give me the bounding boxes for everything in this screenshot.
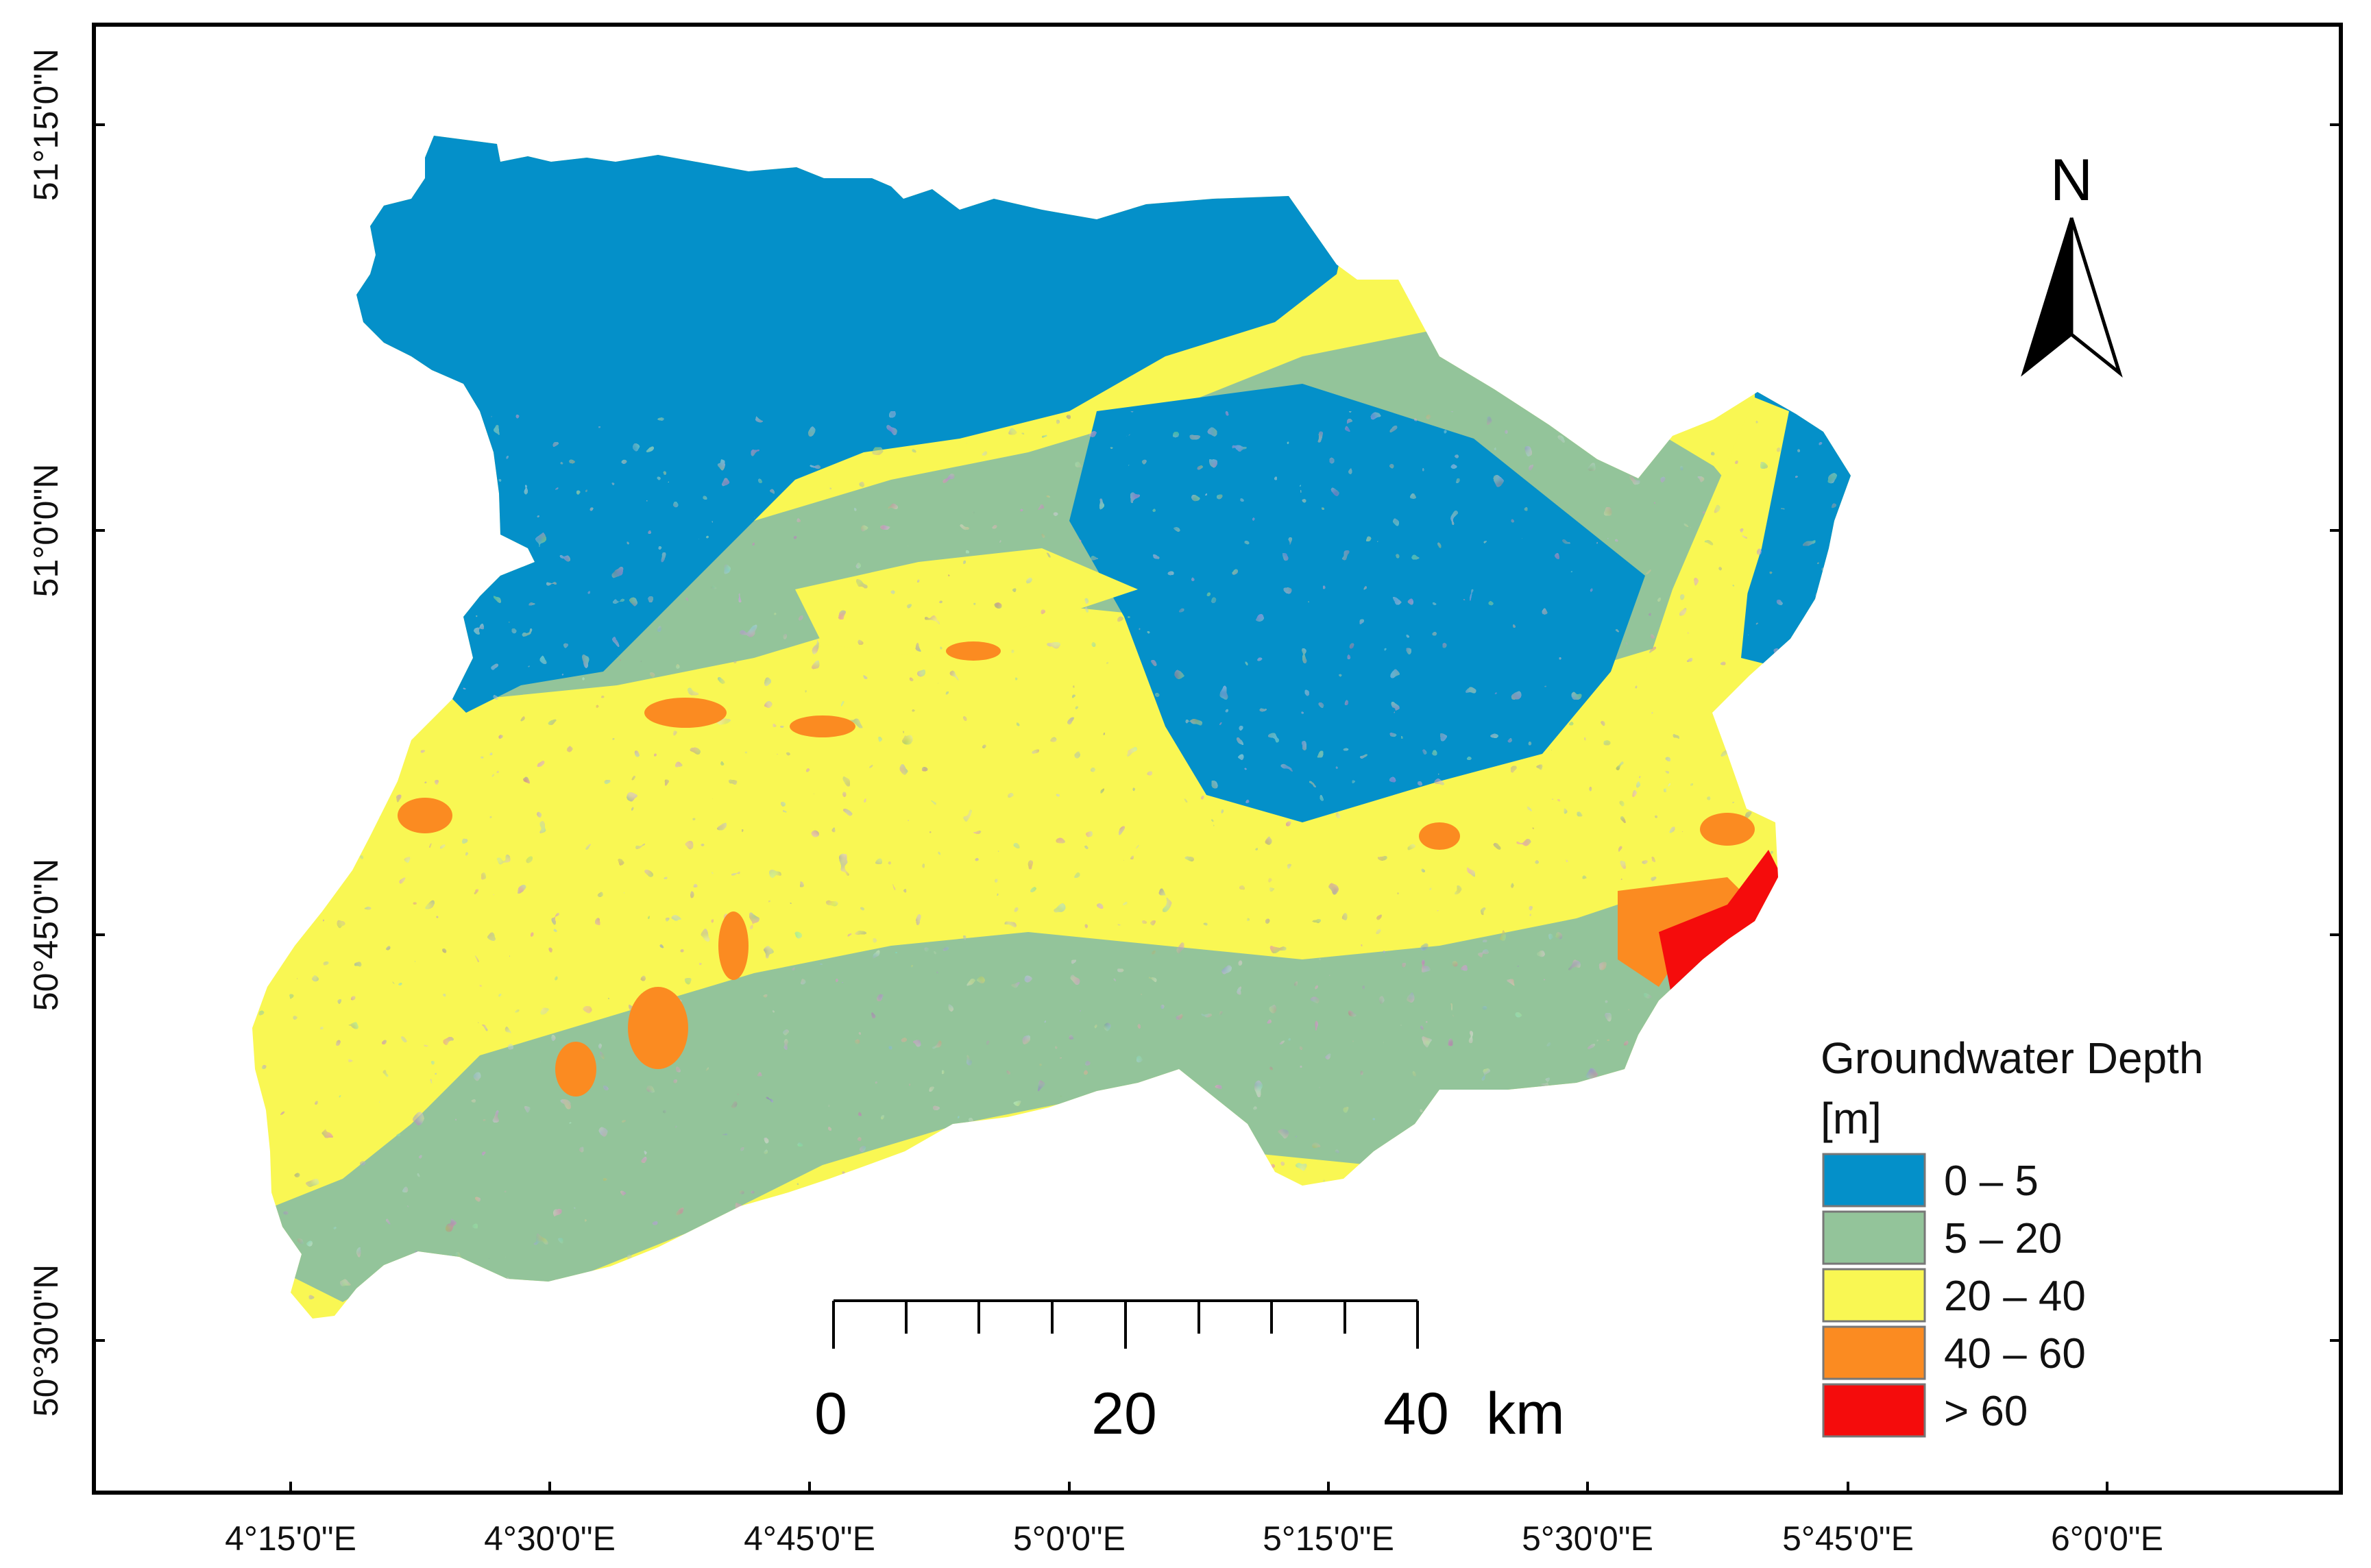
legend-label: 0 – 5 bbox=[1944, 1157, 2039, 1205]
y-axis-labels: 51°15'0"N 51°0'0"N 50°45'0"N 50°30'0"N bbox=[27, 49, 65, 1417]
orange-patch bbox=[398, 798, 452, 833]
y-axis-ticks bbox=[94, 123, 2341, 1342]
legend-label: 40 – 60 bbox=[1944, 1330, 2086, 1377]
y-tick-label: 50°30'0"N bbox=[27, 1264, 65, 1417]
scale-bar-ticks bbox=[832, 1301, 1419, 1349]
scale-label-0: 0 bbox=[814, 1381, 847, 1447]
x-tick-label: 5°45'0"E bbox=[1782, 1519, 1914, 1558]
north-arrow-icon bbox=[2021, 217, 2123, 378]
north-label: N bbox=[2050, 147, 2093, 213]
legend-title-unit: [m] bbox=[1821, 1094, 1882, 1143]
scale-label-20: 20 bbox=[1091, 1381, 1157, 1447]
legend-swatch bbox=[1822, 1268, 1926, 1323]
legend-label: 20 – 40 bbox=[1944, 1273, 2086, 1320]
x-tick-label: 6°0'0"E bbox=[2051, 1519, 2163, 1558]
x-tick-label: 4°15'0"E bbox=[225, 1519, 356, 1558]
orange-patch bbox=[718, 911, 749, 980]
legend-title: Groundwater Depth bbox=[1821, 1033, 2204, 1083]
raster-over-60-patch bbox=[1659, 850, 1782, 1001]
orange-patch bbox=[790, 715, 855, 737]
scale-label-40: 40 bbox=[1383, 1381, 1449, 1447]
north-arrow: N bbox=[2021, 147, 2123, 378]
y-tick-label: 50°45'0"N bbox=[27, 859, 65, 1011]
legend-swatch bbox=[1822, 1153, 1926, 1208]
x-tick-label: 4°30'0"E bbox=[484, 1519, 616, 1558]
legend-label: > 60 bbox=[1944, 1388, 2028, 1435]
legend: Groundwater Depth [m] 0 – 5 5 – 20 20 – … bbox=[1821, 1033, 2204, 1438]
x-tick-label: 5°15'0"E bbox=[1263, 1519, 1394, 1558]
legend-label: 5 – 20 bbox=[1944, 1215, 2062, 1262]
north-arrow-right-half bbox=[2069, 217, 2123, 378]
x-tick-label: 4°45'0"E bbox=[744, 1519, 875, 1558]
x-axis-ticks bbox=[289, 1482, 2108, 1493]
scale-bar: 0 20 40 km bbox=[814, 1299, 1565, 1447]
orange-patch bbox=[946, 641, 1001, 661]
orange-patch bbox=[1419, 822, 1460, 850]
orange-patch bbox=[628, 987, 688, 1069]
x-axis-labels: 4°15'0"E 4°30'0"E 4°45'0"E 5°0'0"E 5°15'… bbox=[225, 1519, 2163, 1558]
legend-swatch bbox=[1822, 1383, 1926, 1438]
scale-unit: km bbox=[1486, 1381, 1565, 1447]
orange-patch bbox=[555, 1042, 596, 1097]
legend-swatch bbox=[1822, 1210, 1926, 1265]
legend-swatch bbox=[1822, 1325, 1926, 1380]
orange-patch bbox=[1700, 813, 1755, 846]
x-tick-label: 5°30'0"E bbox=[1522, 1519, 1653, 1558]
x-tick-label: 5°0'0"E bbox=[1013, 1519, 1126, 1558]
y-tick-label: 51°15'0"N bbox=[27, 49, 65, 201]
y-tick-label: 51°0'0"N bbox=[27, 464, 65, 598]
orange-patch bbox=[644, 698, 727, 728]
